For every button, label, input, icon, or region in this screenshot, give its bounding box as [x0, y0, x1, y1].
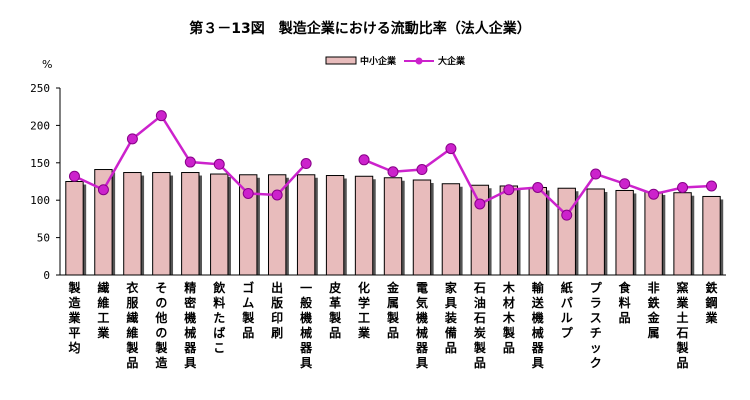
line-point [445, 143, 457, 155]
bar [702, 195, 721, 276]
y-axis-unit-label: % [42, 58, 52, 71]
bar [296, 174, 316, 276]
line-point [648, 188, 660, 200]
line-point [474, 198, 486, 210]
line-point [503, 184, 515, 196]
category-label: 金属製品 [386, 280, 400, 340]
line-point [358, 154, 370, 166]
line-point [271, 189, 283, 201]
y-tick-label: 200 [30, 119, 50, 132]
line-point [184, 156, 196, 168]
category-label: プラスチック [590, 280, 603, 370]
category-label: 鉄鋼業 [705, 280, 719, 325]
line-point [155, 110, 167, 122]
line-point [416, 164, 428, 176]
category-label: 衣服繊維製品 [125, 280, 139, 370]
bar [499, 185, 519, 276]
category-label: 製造業平均 [67, 280, 81, 355]
line-point [677, 181, 689, 193]
line-point [590, 168, 602, 180]
category-label: 木材木製品 [502, 280, 516, 355]
legend-bar-label: 中小企業 [360, 55, 397, 67]
legend-line-label: 大企業 [438, 55, 466, 67]
bar [644, 191, 663, 276]
category-label: 電気機械器具 [415, 281, 429, 370]
bar [441, 183, 461, 276]
line-point [213, 158, 225, 170]
y-tick-label: 0 [43, 269, 50, 282]
category-label: 石油石炭製品 [473, 281, 487, 370]
bar [354, 175, 374, 276]
bar [383, 177, 403, 276]
line-point [532, 181, 544, 193]
bar [528, 186, 547, 276]
line-point [561, 209, 573, 221]
category-label: 窯業土石製品 [676, 280, 690, 370]
line-point [97, 184, 109, 196]
category-label: 化学工業 [357, 280, 371, 340]
bar [673, 192, 692, 276]
legend-bar-swatch [325, 56, 357, 65]
line-point [126, 133, 138, 145]
line-point [242, 187, 254, 199]
bar-series [65, 169, 724, 276]
category-label: 輸送機械器具 [531, 280, 545, 370]
bar [412, 179, 432, 276]
category-label: 家具装備品 [444, 280, 458, 355]
legend-line-marker [415, 57, 423, 65]
line-series [68, 110, 718, 221]
chart-title: 第３－13図 製造企業における流動比率（法人企業） [189, 20, 530, 37]
line-point [706, 180, 718, 192]
y-tick-label: 150 [30, 157, 50, 170]
category-label: 紙パルプ [561, 280, 574, 340]
legend: 中小企業 大企業 [325, 55, 466, 67]
bar [210, 173, 229, 276]
bar [123, 172, 142, 276]
bar [65, 181, 84, 276]
category-label: 出版印刷 [271, 280, 283, 340]
category-label: 一般機械器具 [299, 281, 313, 370]
y-tick-label: 50 [37, 232, 50, 245]
y-tick-label: 250 [30, 82, 50, 95]
bar [586, 188, 605, 276]
category-labels: 製造業平均 繊維工業 衣服繊維製品 その他の製造 精密機械器具 飲料たばこ ゴム製品 出版印刷… [67, 280, 718, 370]
category-label: 非鉄金属 [647, 280, 661, 340]
line-point [68, 170, 80, 182]
category-label: その他の製造 [154, 281, 168, 370]
bar [557, 187, 576, 276]
line-point [387, 166, 399, 178]
line-point [300, 158, 312, 170]
category-label: ゴム製品 [241, 280, 255, 340]
y-tick-label: 100 [30, 194, 50, 207]
category-label: 精密機械器具 [183, 280, 197, 370]
category-label: 皮革製品 [328, 280, 342, 340]
bar [181, 172, 200, 276]
y-axis: 0 50 100 150 200 250 [30, 82, 61, 282]
bar [152, 172, 171, 276]
category-label: 飲料たばこ [212, 280, 226, 355]
line-point [619, 178, 631, 190]
bar [615, 189, 634, 276]
category-label: 食料品 [618, 280, 632, 325]
bar [325, 175, 345, 276]
category-label: 繊維工業 [96, 280, 110, 340]
